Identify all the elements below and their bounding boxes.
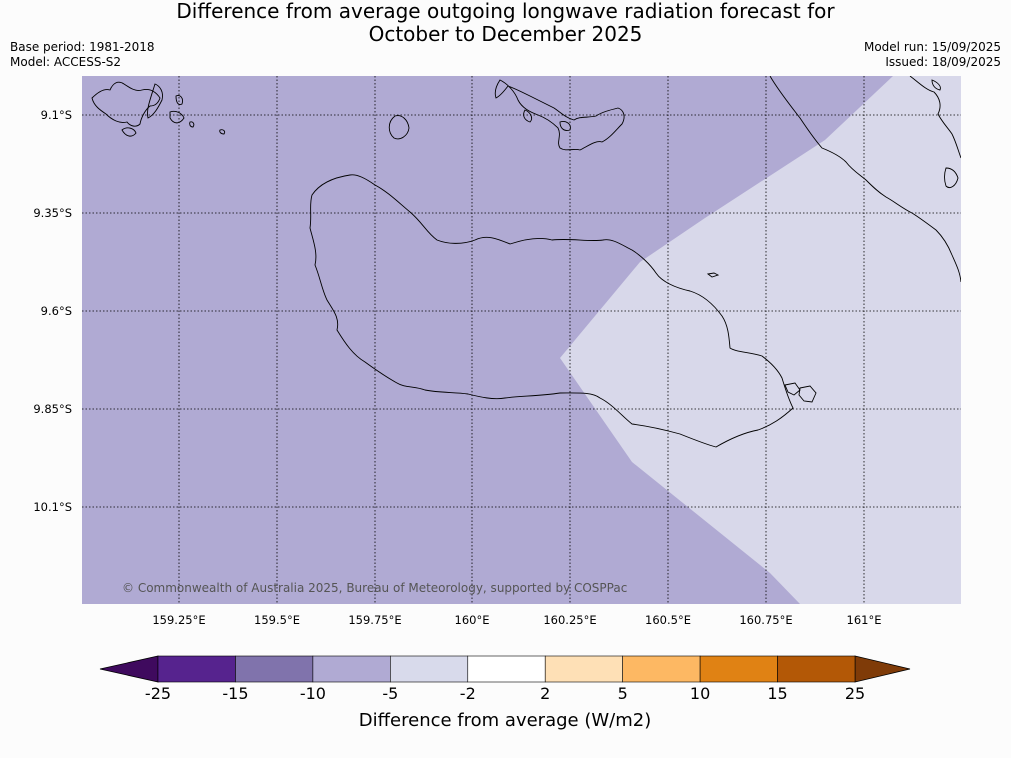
meta-right: Model run: 15/09/2025 Issued: 18/09/2025 — [864, 40, 1001, 70]
chart-title: Difference from average outgoing longwav… — [0, 0, 1011, 46]
colorbar-swatch — [777, 655, 856, 683]
lat-tick-label: 10.1°S — [33, 500, 72, 514]
colorbar-extend-high — [854, 655, 911, 683]
colorbar-tick-label: 25 — [845, 684, 865, 703]
colorbar-tick-label: -2 — [460, 684, 476, 703]
colorbar-swatch — [699, 655, 778, 683]
colorbar-tick-label: -5 — [382, 684, 398, 703]
coastlines — [91, 76, 961, 448]
coastline-northeast — [769, 76, 961, 283]
lat-tick-label: 9.6°S — [41, 304, 72, 318]
colorbar-tick-label: 5 — [618, 684, 628, 703]
model-run: Model run: 15/09/2025 — [863, 40, 1001, 54]
lon-tick-label: 159.25°E — [152, 613, 205, 627]
lon-tick-label: 159.75°E — [348, 613, 401, 627]
colorbar-tick-label: -10 — [300, 684, 326, 703]
colorbar-swatch — [390, 655, 469, 683]
title-line-1: Difference from average outgoing longwav… — [176, 0, 835, 23]
anomaly-zone-minus5-minus2 — [560, 76, 961, 604]
colorbar-label: Difference from average (W/m2) — [359, 710, 651, 731]
latitude-ticks: 9.1°S 9.35°S 9.6°S 9.85°S 10.1°S — [33, 108, 72, 514]
colorbar-tick-label: -15 — [222, 684, 248, 703]
colorbar-swatch — [157, 655, 236, 683]
colorbar-tick-label: 15 — [767, 684, 787, 703]
lon-tick-label: 160.75°E — [739, 613, 792, 627]
lon-tick-label: 161°E — [847, 613, 882, 627]
colorbar-swatch — [312, 655, 391, 683]
model-name: Model: ACCESS-S2 — [10, 55, 122, 69]
base-period: Base period: 1981-2018 — [10, 40, 155, 54]
lon-tick-label: 160.25°E — [543, 613, 596, 627]
lat-tick-label: 9.85°S — [33, 402, 72, 416]
colorbar-tick-label: 10 — [690, 684, 710, 703]
meta-left: Base period: 1981-2018 Model: ACCESS-S2 — [10, 40, 155, 70]
colorbar-tick-label: 2 — [540, 684, 550, 703]
lon-tick-label: 160°E — [455, 613, 490, 627]
longitude-ticks: 159.25°E 159.5°E 159.75°E 160°E 160.25°E 160.… — [152, 613, 881, 627]
lon-tick-label: 160.5°E — [645, 613, 691, 627]
copyright-notice: © Commonwealth of Australia 2025, Bureau… — [122, 581, 627, 595]
title-line-2: October to December 2025 — [368, 22, 643, 46]
issued-date: Issued: 18/09/2025 — [885, 55, 1001, 69]
colorbar-swatch — [235, 655, 314, 683]
colorbar-extend-low — [99, 655, 159, 683]
lat-tick-label: 9.1°S — [41, 108, 72, 122]
colorbar-swatch — [467, 655, 546, 683]
coastline-islet — [388, 115, 410, 140]
colorbar-swatch — [544, 655, 623, 683]
colorbar-swatch — [622, 655, 701, 683]
lat-tick-label: 9.35°S — [33, 206, 72, 220]
colorbar: -25 -15 -10 -5 -2 2 5 10 15 25 Difference from av… — [99, 655, 911, 731]
coastline-main-island — [309, 174, 794, 448]
graticule — [82, 76, 961, 604]
lon-tick-label: 159.5°E — [254, 613, 300, 627]
colorbar-tick-label: -25 — [145, 684, 171, 703]
